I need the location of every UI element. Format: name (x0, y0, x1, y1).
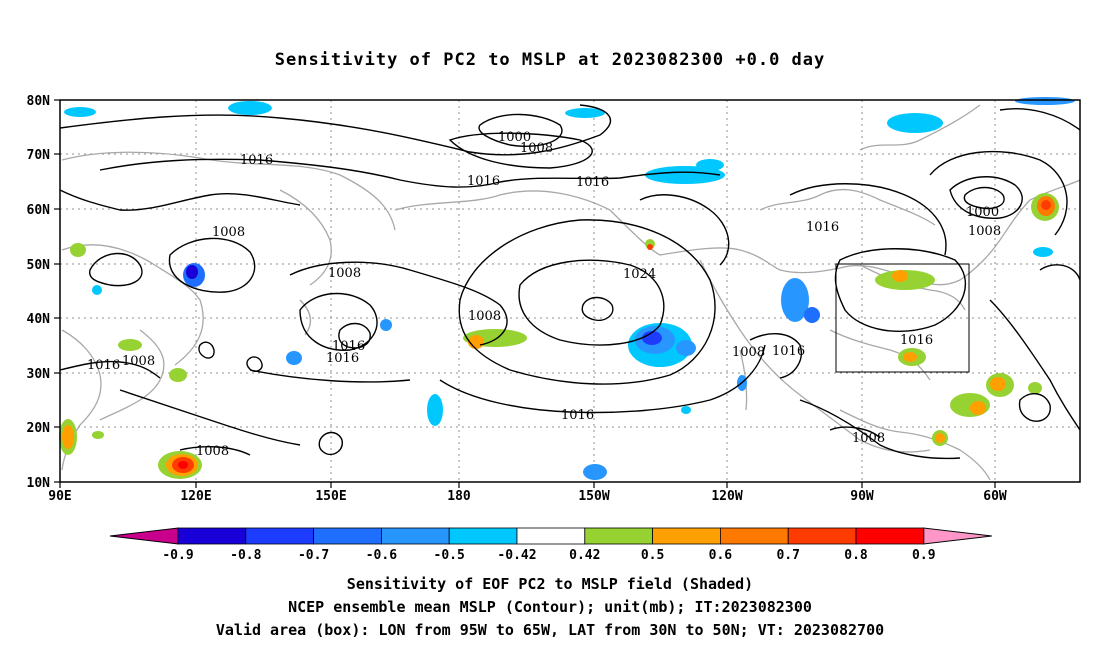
contour-label: 1008 (520, 141, 553, 156)
colorbar-swatch (448, 527, 518, 545)
contour-label: 1016 (806, 220, 839, 235)
latitude-labels: 80N 70N 60N 50N 40N 30N 20N 10N (27, 94, 51, 491)
mslp-contours (59, 104, 1081, 460)
colorbar-swatch (177, 527, 247, 545)
contour-label: 1016 (772, 344, 805, 359)
contour-label: 1016 (326, 351, 359, 366)
colorbar-label: -0.8 (230, 548, 261, 563)
colorbar-swatch (584, 527, 653, 545)
contour-label: 1008 (732, 345, 765, 360)
contour-label: 1008 (122, 354, 155, 369)
colorbar-swatch (720, 527, 789, 545)
shaded-sensitivity (59, 97, 1075, 480)
caption-shading: Sensitivity of EOF PC2 to MSLP field (Sh… (346, 575, 754, 593)
contour-label: 1016 (561, 408, 594, 423)
colorbar-label: -0.9 (162, 548, 193, 563)
colorbar-swatch (313, 527, 382, 545)
caption-contour: NCEP ensemble mean MSLP (Contour); unit(… (288, 598, 812, 616)
colorbar-over-arrow (923, 527, 992, 545)
lat-label: 50N (27, 258, 51, 273)
colorbar-label: -0.7 (298, 548, 329, 563)
colorbar-swatch (787, 527, 857, 545)
contour-label: 1008 (968, 224, 1001, 239)
contour-label: 1016 (240, 153, 273, 168)
lat-label: 70N (27, 148, 51, 163)
lon-label: 90W (850, 489, 874, 504)
contour-label: 1016 (87, 358, 120, 373)
lon-label: 120W (711, 489, 742, 504)
lon-label: 180 (447, 489, 471, 504)
colorbar-label: -0.42 (497, 548, 536, 563)
contour-label: 1016 (332, 339, 365, 354)
contour-label: 1008 (852, 431, 885, 446)
contour-label: 1024 (623, 267, 656, 282)
lon-label: 150W (578, 489, 609, 504)
valid-area-box (835, 263, 970, 373)
contour-label: 1008 (328, 266, 361, 281)
colorbar-label: -0.6 (366, 548, 397, 563)
figure-title: Sensitivity of PC2 to MSLP at 2023082300… (274, 50, 826, 70)
colorbar-swatch (516, 527, 586, 545)
contour-label: 1016 (900, 333, 933, 348)
contour-label: 1016 (467, 174, 500, 189)
lat-label: 40N (27, 312, 51, 327)
contour-label: 1016 (576, 175, 609, 190)
colorbar-label: 0.42 (569, 548, 600, 563)
colorbar-swatch (652, 527, 721, 545)
grid-lines (60, 100, 1080, 482)
colorbar: -0.9 -0.8 -0.7 -0.6 -0.5 -0.42 0.42 0.5 0.6 0.7 0.… (109, 527, 992, 563)
contour-label: 1000 (498, 130, 531, 145)
caption-valid-area: Valid area (box): LON from 95W to 65W, L… (215, 621, 885, 639)
lat-label: 20N (27, 421, 51, 436)
tick-marks (54, 99, 996, 488)
map-frame (59, 99, 1081, 483)
lat-label: 80N (27, 94, 51, 109)
lat-label: 30N (27, 367, 51, 382)
lon-label: 60W (983, 489, 1007, 504)
colorbar-label: -0.5 (434, 548, 465, 563)
lat-label: 10N (27, 476, 51, 491)
colorbar-swatch (855, 527, 925, 545)
contour-labels: 1000 1008 1016 1016 1008 1008 1016 1016 … (87, 130, 1001, 459)
lat-label: 60N (27, 203, 51, 218)
contour-label: 1008 (196, 444, 229, 459)
colorbar-under-arrow (109, 527, 179, 545)
lon-label: 90E (48, 489, 71, 504)
colorbar-label: 0.5 (641, 548, 664, 563)
colorbar-swatch (245, 527, 315, 545)
colorbar-label: 0.8 (844, 548, 868, 563)
colorbar-label: 0.9 (912, 548, 935, 563)
colorbar-label: 0.7 (776, 548, 799, 563)
contour-label: 1008 (468, 309, 501, 324)
colorbar-swatch (380, 527, 450, 545)
colorbar-label: 0.6 (709, 548, 733, 563)
map-background (60, 100, 1080, 482)
longitude-labels: 90E 120E 150E 180 150W 120W 90W 60W (48, 489, 1007, 504)
contour-label: 1000 (966, 205, 999, 220)
lon-label: 120E (180, 489, 211, 504)
contour-label: 1008 (212, 225, 245, 240)
lon-label: 150E (315, 489, 346, 504)
